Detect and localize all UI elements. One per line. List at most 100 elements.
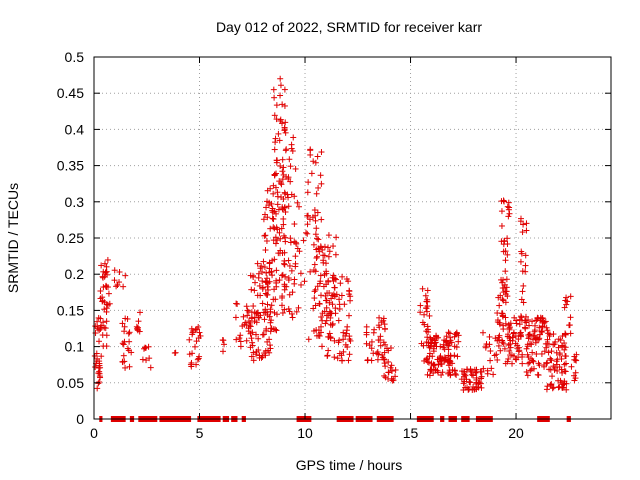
data-point bbox=[286, 291, 293, 298]
data-point bbox=[305, 179, 312, 186]
data-point bbox=[267, 185, 274, 192]
data-point bbox=[94, 325, 101, 332]
data-point bbox=[332, 251, 339, 258]
data-point bbox=[278, 302, 285, 309]
grid-lines bbox=[94, 57, 611, 419]
data-point bbox=[116, 279, 123, 286]
data-point bbox=[285, 194, 292, 201]
data-point bbox=[330, 243, 337, 250]
data-point bbox=[373, 350, 380, 357]
data-point bbox=[433, 343, 440, 350]
data-point bbox=[519, 229, 526, 236]
data-point bbox=[466, 378, 473, 385]
data-point bbox=[554, 356, 561, 363]
data-point bbox=[558, 379, 565, 386]
data-point bbox=[496, 336, 503, 343]
data-point bbox=[538, 350, 545, 357]
data-point bbox=[267, 342, 274, 349]
data-point bbox=[300, 237, 307, 244]
data-point bbox=[368, 357, 375, 364]
data-point bbox=[520, 221, 527, 228]
data-point bbox=[282, 129, 289, 136]
data-point bbox=[421, 321, 428, 328]
data-point bbox=[430, 370, 437, 377]
data-point bbox=[504, 251, 511, 258]
y-tick-label: 0.3 bbox=[65, 194, 85, 210]
data-point bbox=[331, 337, 338, 344]
data-point bbox=[563, 301, 570, 308]
data-point bbox=[122, 272, 129, 279]
data-point bbox=[280, 196, 287, 203]
data-point bbox=[374, 356, 381, 363]
data-point bbox=[499, 279, 506, 286]
data-point bbox=[313, 225, 320, 232]
data-point bbox=[424, 298, 431, 305]
data-point bbox=[316, 332, 323, 339]
data-point bbox=[329, 301, 336, 308]
data-point bbox=[536, 324, 543, 331]
data-point bbox=[292, 253, 299, 260]
data-point bbox=[332, 305, 339, 312]
data-point bbox=[100, 284, 107, 291]
data-point bbox=[378, 319, 385, 326]
data-point bbox=[288, 267, 295, 274]
data-point bbox=[446, 330, 453, 337]
data-point bbox=[281, 286, 288, 293]
data-point bbox=[272, 240, 279, 247]
chart-title: Day 012 of 2022, SRMTID for receiver kar… bbox=[216, 19, 482, 35]
data-point bbox=[445, 329, 452, 336]
data-point bbox=[423, 308, 430, 315]
data-point bbox=[279, 250, 286, 257]
data-point bbox=[295, 304, 302, 311]
data-point bbox=[417, 302, 424, 309]
data-point bbox=[244, 307, 251, 314]
data-point bbox=[326, 330, 333, 337]
data-point bbox=[295, 203, 302, 210]
data-point bbox=[133, 323, 140, 330]
data-point bbox=[262, 211, 269, 218]
data-point bbox=[375, 351, 382, 358]
data-point bbox=[311, 295, 318, 302]
data-point bbox=[121, 323, 128, 330]
y-tick-label: 0.4 bbox=[65, 121, 85, 137]
data-point bbox=[495, 334, 502, 341]
data-point bbox=[505, 342, 512, 349]
data-point bbox=[333, 234, 340, 241]
data-point bbox=[422, 292, 429, 299]
y-tick-label: 0.35 bbox=[57, 158, 84, 174]
data-point bbox=[262, 306, 269, 313]
data-point bbox=[561, 340, 568, 347]
data-point bbox=[468, 371, 475, 378]
data-point bbox=[262, 279, 269, 286]
data-point bbox=[247, 330, 254, 337]
data-point bbox=[315, 184, 322, 191]
data-point bbox=[99, 273, 106, 280]
data-point bbox=[96, 378, 103, 385]
data-point bbox=[317, 172, 324, 179]
data-point bbox=[261, 264, 268, 271]
data-point bbox=[388, 344, 395, 351]
data-point bbox=[460, 368, 467, 375]
data-point bbox=[293, 240, 300, 247]
data-point bbox=[326, 299, 333, 306]
data-point bbox=[443, 333, 450, 340]
data-point bbox=[322, 320, 329, 327]
data-point bbox=[554, 367, 561, 374]
data-point bbox=[502, 291, 509, 298]
data-point bbox=[532, 339, 539, 346]
data-point bbox=[477, 375, 484, 382]
data-point bbox=[270, 326, 277, 333]
data-point bbox=[562, 360, 569, 367]
x-tick-labels: 0 5 10 15 20 bbox=[90, 425, 524, 441]
data-point bbox=[259, 300, 266, 307]
data-point bbox=[452, 331, 459, 338]
data-point bbox=[269, 215, 276, 222]
data-point bbox=[551, 341, 558, 348]
data-point bbox=[564, 298, 571, 305]
data-point bbox=[550, 341, 557, 348]
data-point bbox=[368, 338, 375, 345]
data-point bbox=[252, 351, 259, 358]
data-point bbox=[499, 296, 506, 303]
data-point bbox=[105, 290, 112, 297]
data-point bbox=[255, 274, 262, 281]
